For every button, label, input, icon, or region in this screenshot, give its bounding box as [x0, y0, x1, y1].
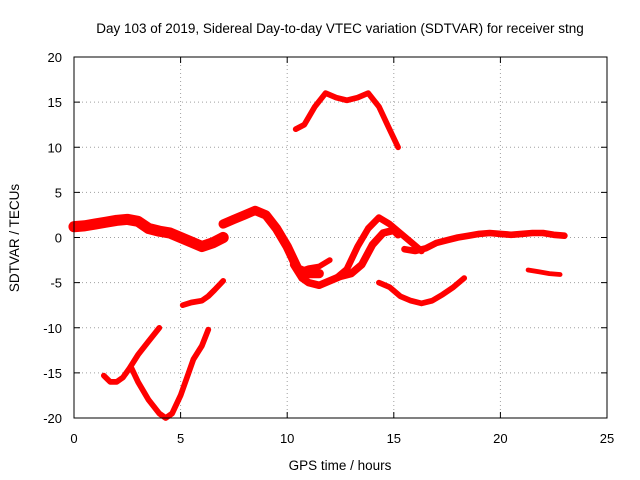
series-track-11: [401, 229, 568, 255]
chart-title: Day 103 of 2019, Sidereal Day-to-day VTE…: [96, 21, 583, 36]
y-tick-label: 5: [55, 185, 62, 200]
series-track-2: [100, 324, 163, 385]
plot-frame: [73, 56, 608, 419]
y-tick-label: 15: [48, 95, 62, 110]
series-track-6: [289, 226, 402, 290]
y-axis-label: SDTVAR / TECUs: [7, 184, 22, 293]
series-track-9: [292, 90, 401, 151]
y-tick-label: -5: [50, 276, 62, 291]
series-track-7: [295, 257, 333, 275]
x-axis-label: GPS time / hours: [289, 458, 392, 473]
series-group: [68, 90, 568, 421]
x-tick-label: 15: [387, 431, 401, 446]
y-tick-label: 0: [55, 231, 62, 246]
x-tick-label: 25: [600, 431, 614, 446]
series-track-3: [128, 326, 212, 421]
y-tick-label: -15: [43, 366, 62, 381]
tick-labels: 0 5 10 15 20 25 -20 -15 -10 -5 0 5 10 15 20: [43, 50, 614, 446]
series-track-8: [332, 214, 425, 282]
y-tick-label: -20: [43, 411, 62, 426]
x-tick-label: 5: [177, 431, 184, 446]
series-track-12: [525, 267, 563, 277]
x-tick-label: 10: [280, 431, 294, 446]
series-track-4: [179, 277, 227, 309]
y-tick-label: -10: [43, 321, 62, 336]
x-tick-label: 0: [70, 431, 77, 446]
y-tick-label: 20: [48, 50, 62, 65]
series-track-10: [376, 275, 468, 307]
x-tick-label: 20: [493, 431, 507, 446]
series-track-1: [68, 213, 229, 253]
y-tick-label: 10: [48, 140, 62, 155]
